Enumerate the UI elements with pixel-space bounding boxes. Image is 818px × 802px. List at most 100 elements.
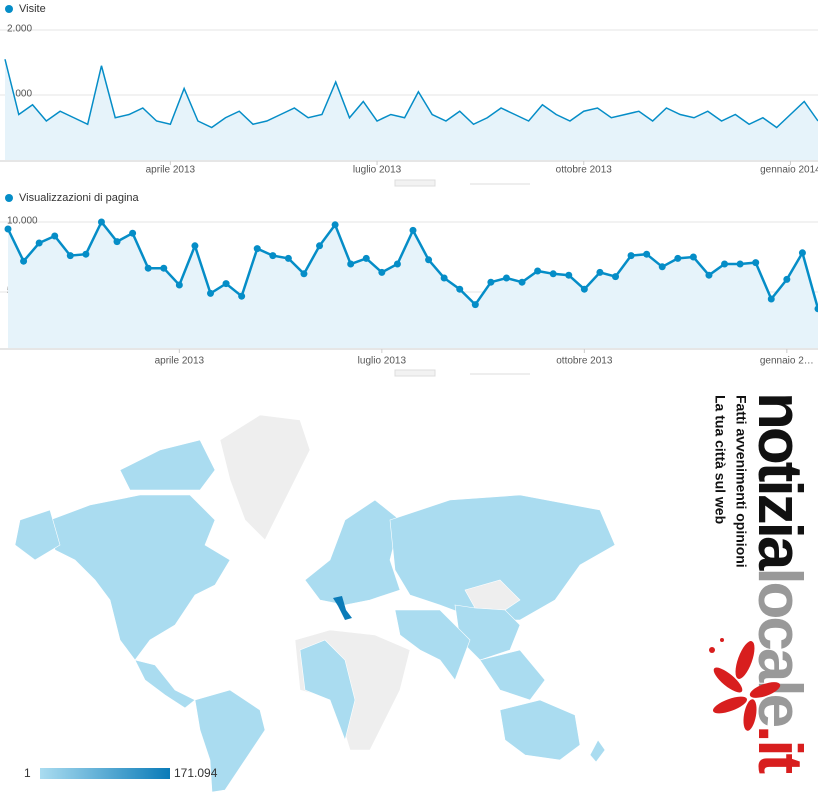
greenland bbox=[219, 414, 311, 541]
point bbox=[798, 249, 806, 257]
logo-part: notizia bbox=[745, 392, 814, 571]
point bbox=[487, 278, 495, 286]
area bbox=[5, 59, 818, 160]
point bbox=[207, 289, 214, 297]
point bbox=[175, 281, 183, 289]
x-tick-label: aprile 2013 bbox=[155, 356, 205, 367]
point bbox=[721, 260, 729, 268]
europe bbox=[304, 499, 401, 606]
point bbox=[627, 252, 635, 260]
north-america bbox=[49, 494, 231, 661]
point bbox=[534, 267, 542, 275]
y-tick-label: 1.000 bbox=[7, 89, 32, 100]
point bbox=[269, 252, 277, 260]
x-tick-label: ottobre 2013 bbox=[556, 356, 613, 367]
point bbox=[4, 225, 12, 233]
point bbox=[596, 268, 604, 276]
point bbox=[783, 275, 791, 283]
point bbox=[674, 254, 682, 262]
x-tick-label: gennaio 2014 bbox=[760, 165, 818, 176]
point bbox=[643, 250, 651, 258]
point bbox=[549, 270, 557, 278]
legend-label: Visite bbox=[19, 3, 46, 15]
australia bbox=[499, 699, 581, 761]
point bbox=[191, 242, 199, 250]
logo-tagline: Fatti avvenimenti opinioni bbox=[733, 395, 749, 568]
point bbox=[20, 257, 28, 265]
point bbox=[331, 221, 339, 229]
point bbox=[51, 232, 59, 240]
point bbox=[97, 218, 105, 226]
point bbox=[736, 260, 744, 268]
point bbox=[160, 264, 168, 272]
point bbox=[35, 239, 43, 247]
point bbox=[347, 260, 355, 268]
map-legend-gradient bbox=[40, 768, 170, 779]
point bbox=[316, 242, 324, 250]
scroll-handle bbox=[394, 179, 436, 187]
point bbox=[129, 229, 137, 237]
africa bbox=[299, 639, 356, 742]
logo-wordmark: notizialocale.it bbox=[745, 392, 814, 774]
mongolia-china bbox=[464, 579, 521, 611]
point bbox=[284, 254, 292, 262]
point bbox=[580, 285, 588, 293]
logo-part: locale bbox=[745, 567, 814, 726]
italy bbox=[333, 596, 352, 620]
alaska bbox=[14, 509, 61, 561]
point bbox=[689, 253, 697, 261]
charts: 1.000 2.000 aprile 2013 luglio 2013 ottobre … bbox=[0, 3, 818, 377]
point bbox=[502, 274, 510, 282]
legend-marker bbox=[5, 194, 13, 202]
point bbox=[612, 273, 619, 281]
world-map: 1 171.094 bbox=[14, 414, 616, 793]
legend-marker bbox=[5, 5, 13, 13]
point bbox=[767, 295, 775, 303]
point bbox=[425, 256, 433, 264]
x-tick-label: aprile 2013 bbox=[146, 165, 196, 176]
canada-islands bbox=[119, 439, 216, 491]
point bbox=[66, 252, 74, 260]
logo: notizialocale.it Fatti avvenimenti opini… bbox=[709, 392, 814, 774]
point bbox=[471, 301, 479, 309]
point bbox=[393, 260, 401, 268]
point bbox=[565, 271, 573, 279]
new-zealand bbox=[589, 739, 606, 763]
logo-part: .it bbox=[745, 725, 814, 773]
x-tick-label: gennaio 2… bbox=[760, 356, 814, 367]
area bbox=[8, 222, 818, 348]
point bbox=[814, 305, 818, 313]
y-tick-label: 2.000 bbox=[7, 24, 32, 35]
map-legend-max: 171.094 bbox=[174, 766, 218, 780]
point bbox=[409, 226, 417, 234]
line bbox=[4, 59, 818, 129]
point bbox=[456, 285, 464, 293]
x-tick-label: luglio 2013 bbox=[353, 165, 402, 176]
point bbox=[222, 280, 230, 288]
point bbox=[253, 245, 261, 253]
point bbox=[238, 292, 246, 300]
y-tick-label: 10.000 bbox=[7, 216, 38, 227]
southeast-asia bbox=[479, 649, 546, 701]
point bbox=[300, 270, 308, 278]
point bbox=[518, 278, 526, 286]
russia-asia bbox=[389, 494, 616, 621]
logo-flower bbox=[709, 638, 781, 731]
point bbox=[378, 268, 386, 276]
x-tick-label: ottobre 2013 bbox=[556, 165, 613, 176]
middle-east-india bbox=[394, 609, 471, 681]
point bbox=[440, 274, 448, 282]
point bbox=[705, 271, 713, 279]
point bbox=[658, 263, 666, 271]
central-america bbox=[134, 659, 196, 709]
legend-label: Visualizzazioni di pagina bbox=[19, 192, 140, 204]
point bbox=[752, 259, 760, 267]
point bbox=[82, 250, 90, 258]
scroll-handle bbox=[394, 369, 436, 377]
logo-tagline: La tua città sul web bbox=[712, 395, 728, 524]
point bbox=[144, 264, 152, 272]
point bbox=[113, 238, 121, 246]
x-tick-label: luglio 2013 bbox=[358, 356, 407, 367]
south-america bbox=[194, 689, 266, 793]
